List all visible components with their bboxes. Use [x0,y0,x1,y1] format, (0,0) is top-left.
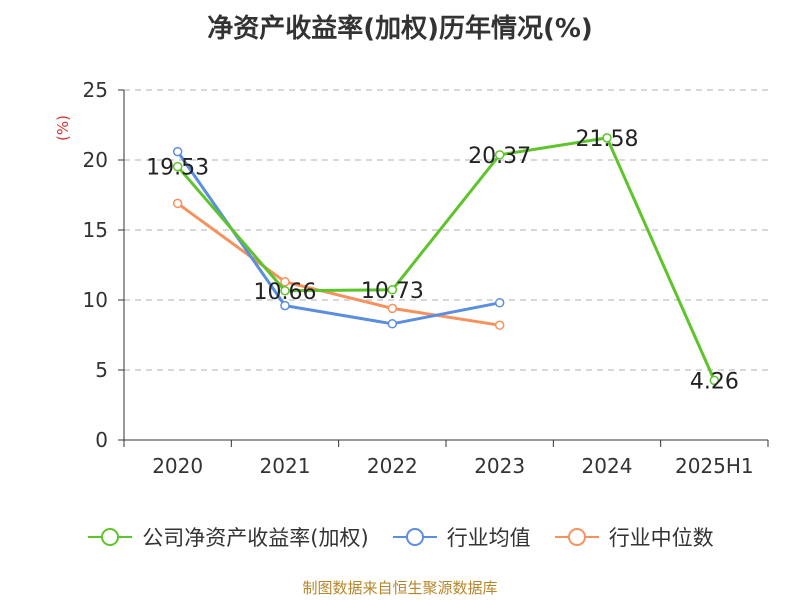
data-label: 21.58 [576,127,639,152]
data-label: 20.37 [468,144,531,169]
data-point-0 [709,375,720,386]
x-tick-label: 2022 [367,454,418,478]
legend-label-industry-median: 行业中位数 [608,526,714,550]
legend-label-industry-average: 行业均值 [446,526,531,550]
legend-item-industry-average[interactable]: 行业均值 [391,522,531,552]
y-axis-label: (%) [54,115,72,141]
x-tick-label: 2021 [260,454,311,478]
grid-lines [124,89,768,371]
legend-marker-industry-average [392,528,437,546]
data-point-1 [172,146,183,157]
chart-title: 净资产收益率(加权)历年情况(%) [207,14,593,44]
x-tick-label: 2023 [474,454,525,478]
data-point-1 [387,319,398,329]
axes: 0 5 10 15 20 25 (%) 2020 2021 2022 2023 2024 2025H1 [54,78,769,478]
x-tick-label: 2024 [582,454,633,478]
legend-label-company: 公司净资产收益率(加权) [142,526,369,550]
data-label: 4.26 [690,369,739,394]
x-tick-label: 2025H1 [675,454,754,478]
series-line-0 [176,136,716,381]
legend-marker-industry-median [554,528,599,546]
data-point-1 [494,298,505,308]
data-point-2 [172,198,183,209]
y-tick-label: 15 [83,218,108,242]
y-tick-label: 25 [83,78,108,102]
data-point-0 [387,285,398,295]
y-tick-label: 0 [95,428,108,452]
x-tick-label: 2020 [152,454,203,478]
legend-marker-company [88,528,133,546]
y-tick-label: 10 [83,288,108,312]
legend: 公司净资产收益率(加权) 行业均值 行业中位数 [0,522,800,552]
data-point-2 [387,303,398,314]
data-point-0 [172,161,183,172]
data-labels: 19.53 10.66 10.73 20.37 21.58 4.26 [146,127,739,394]
data-source-note: 制图数据来自恒生聚源数据库 [302,579,498,597]
data-label: 10.66 [254,280,317,305]
data-point-0 [494,150,505,160]
legend-item-industry-median[interactable]: 行业中位数 [553,522,714,552]
data-point-2 [280,277,290,287]
legend-item-company[interactable]: 公司净资产收益率(加权) [86,522,369,552]
series-lines [172,133,720,386]
data-point-0 [602,133,612,143]
series-line-2 [176,202,500,327]
data-label: 19.53 [146,156,209,181]
y-tick-label: 5 [95,358,108,382]
data-point-1 [280,300,290,311]
data-label: 10.73 [361,279,424,304]
data-point-2 [494,320,505,330]
data-point-0 [280,286,290,296]
y-tick-label: 20 [83,148,108,172]
